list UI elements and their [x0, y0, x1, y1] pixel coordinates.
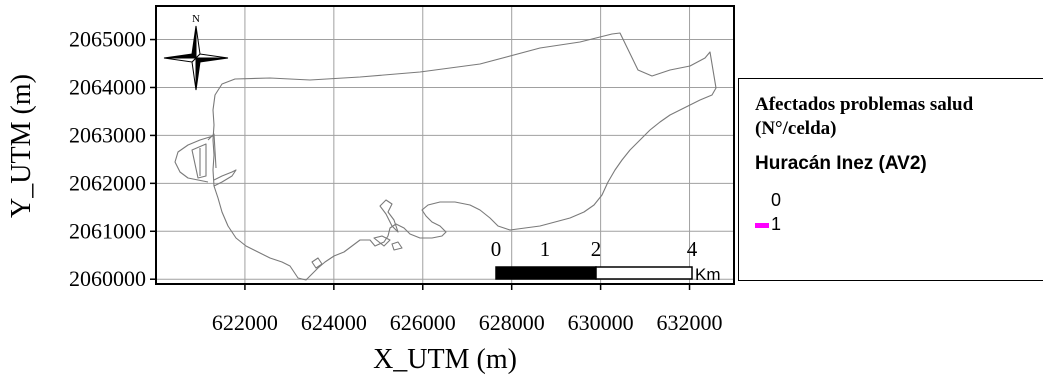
legend-class-0: 0 [755, 189, 781, 211]
inner-channel [213, 169, 237, 187]
coastline-outline [174, 32, 717, 281]
y-tick-label: 2061000 [69, 218, 146, 243]
scale-label-2: 2 [591, 237, 602, 261]
legend-title: Afectados problemas salud (N°/celda) [755, 94, 974, 139]
y-tick-label: 2060000 [69, 266, 146, 291]
legend-class-0-label: 0 [771, 190, 782, 210]
y-axis-label: Y_UTM (m) [6, 74, 37, 218]
x-tick-label: 630000 [568, 310, 634, 335]
y-tick-label: 2065000 [69, 27, 146, 52]
grid-lines [156, 6, 734, 284]
x-tick-label: 622000 [212, 310, 278, 335]
scale-bar: 0 1 2 4 Km [491, 237, 721, 284]
legend-class-1: 1 [755, 213, 781, 235]
x-axis-label: X_UTM (m) [373, 344, 517, 375]
y-tick-label: 2064000 [69, 74, 146, 99]
y-axis-ticks: 2065000 2064000 2063000 2062000 2061000 20600… [69, 27, 156, 291]
scale-label-1: 1 [540, 237, 551, 261]
plot-frame [155, 5, 735, 285]
map-legend: Afectados problemas salud (N°/celda) Hur… [738, 78, 1043, 281]
port-piers [174, 133, 217, 183]
y-tick-label: 2063000 [69, 122, 146, 147]
x-axis-ticks: 622000 624000 626000 628000 630000 632000 [212, 284, 723, 335]
legend-swatch-0 [755, 199, 769, 204]
small-islands [311, 199, 403, 269]
legend-layer-name: Huracán Inez (AV2) [755, 153, 927, 174]
legend-class-1-label: 1 [771, 214, 782, 234]
scale-bar-empty-segment [595, 266, 693, 280]
x-tick-label: 628000 [479, 310, 545, 335]
scale-label-4: 4 [687, 237, 698, 261]
scale-unit: Km [695, 265, 721, 284]
main-boundary [212, 32, 717, 281]
y-tick-label: 2062000 [69, 170, 146, 195]
x-tick-label: 632000 [657, 310, 723, 335]
legend-swatch-1 [755, 222, 769, 228]
north-label: N [192, 13, 200, 25]
scale-bar-filled-segment [495, 266, 597, 280]
x-tick-label: 624000 [301, 310, 367, 335]
scale-label-0: 0 [491, 237, 502, 261]
x-tick-label: 626000 [390, 310, 456, 335]
north-arrow: N [163, 13, 229, 91]
